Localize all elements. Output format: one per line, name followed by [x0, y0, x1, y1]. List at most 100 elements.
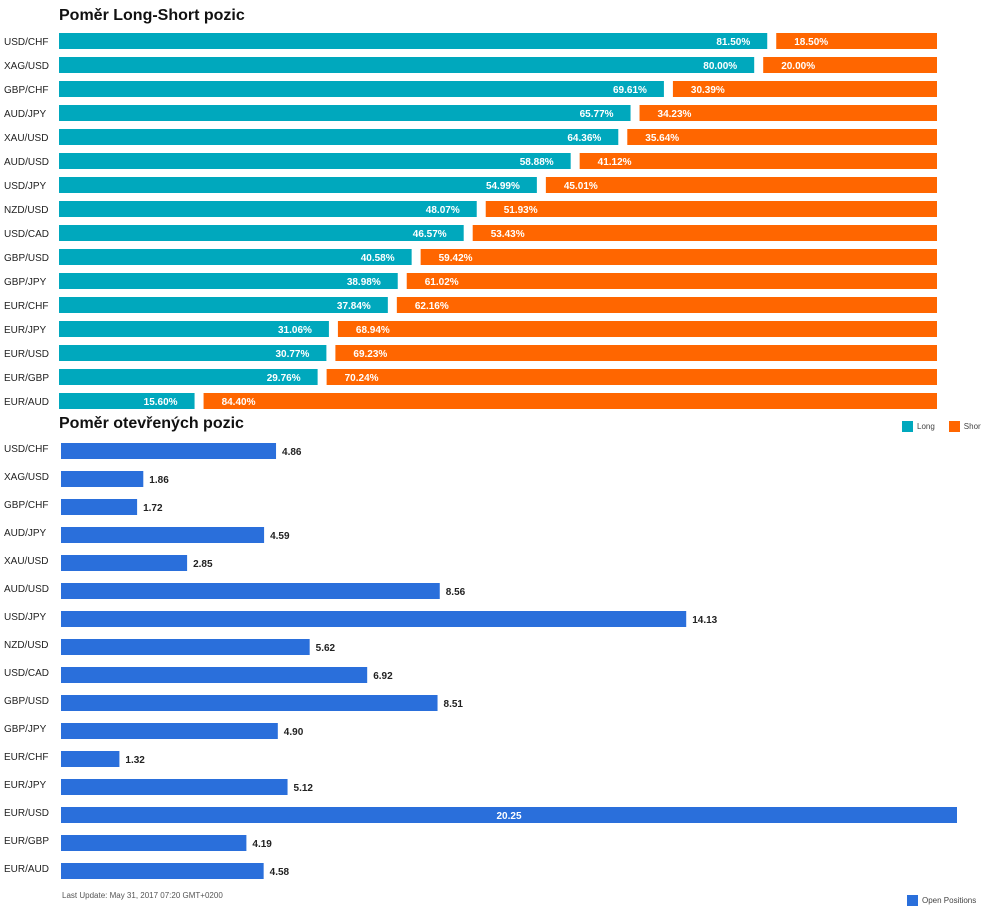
category-label-gbp-usd: GBP/USD	[4, 253, 49, 264]
short-value-aud-jpy: 34.23%	[658, 109, 692, 120]
long-value-eur-chf: 37.84%	[337, 301, 371, 312]
long-bar-usd-jpy	[59, 177, 537, 193]
long-bar-aud-jpy	[59, 105, 631, 121]
long-value-usd-cad: 46.57%	[413, 229, 447, 240]
legend-label-long: Long	[917, 422, 935, 431]
legend-label-short: Short	[963, 422, 981, 431]
open-category-label-gbp-usd: GBP/USD	[4, 696, 49, 707]
open-positions-bar-eur-usd	[61, 807, 957, 823]
category-label-aud-jpy: AUD/JPY	[4, 109, 47, 120]
short-value-gbp-chf: 30.39%	[691, 85, 725, 96]
long-bar-eur-usd	[59, 345, 327, 361]
open-category-label-usd-cad: USD/CAD	[4, 668, 49, 679]
long-value-xau-usd: 64.36%	[567, 133, 601, 144]
open-category-label-aud-jpy: AUD/JPY	[4, 528, 47, 539]
open-positions-legend: Open Positions	[907, 895, 976, 906]
long-bar-gbp-jpy	[59, 273, 398, 289]
short-bar-eur-usd	[335, 345, 937, 361]
legend-item-long: Long	[902, 421, 935, 432]
long-value-eur-jpy: 31.06%	[278, 325, 312, 336]
open-category-label-gbp-chf: GBP/CHF	[4, 500, 48, 511]
short-bar-xau-usd	[627, 129, 937, 145]
open-category-label-gbp-jpy: GBP/JPY	[4, 724, 47, 735]
category-label-nzd-usd: NZD/USD	[4, 205, 48, 216]
open-positions-bar-gbp-jpy	[61, 723, 278, 739]
open-positions-value-eur-aud: 4.58	[270, 867, 290, 878]
long-swatch	[902, 421, 913, 432]
short-value-usd-cad: 53.43%	[491, 229, 525, 240]
short-bar-aud-jpy	[639, 105, 937, 121]
category-label-usd-chf: USD/CHF	[4, 37, 48, 48]
open-positions-value-usd-chf: 4.86	[282, 447, 302, 458]
open-positions-bar-aud-jpy	[61, 527, 265, 543]
open-positions-value-xag-usd: 1.86	[149, 475, 169, 486]
open-category-label-eur-jpy: EUR/JPY	[4, 780, 47, 791]
open-positions-value-gbp-jpy: 4.90	[284, 727, 304, 738]
open-category-label-eur-usd: EUR/USD	[4, 808, 49, 819]
category-label-eur-jpy: EUR/JPY	[4, 325, 47, 336]
long-bar-usd-cad	[59, 225, 464, 241]
long-value-xag-usd: 80.00%	[703, 61, 737, 72]
short-bar-usd-jpy	[545, 177, 937, 193]
open-category-label-xau-usd: XAU/USD	[4, 556, 48, 567]
long-short-chart: USD/CHF 81.50% 18.50% XAG/USD 80.00% 20.00% GB…	[4, 33, 938, 409]
open-category-label-usd-jpy: USD/JPY	[4, 612, 47, 623]
long-bar-xau-usd	[59, 129, 619, 145]
long-bar-gbp-usd	[59, 249, 412, 265]
open-positions-value-eur-gbp: 4.19	[252, 839, 272, 850]
short-bar-nzd-usd	[485, 201, 937, 217]
open-positions-value-usd-cad: 6.92	[373, 671, 393, 682]
long-value-usd-jpy: 54.99%	[486, 181, 520, 192]
open-positions-bar-usd-chf	[61, 443, 277, 459]
open-positions-bar-xau-usd	[61, 555, 188, 571]
open-positions-swatch	[907, 895, 918, 906]
open-positions-chart-title: Poměr otevřených pozic	[59, 415, 244, 432]
long-value-aud-jpy: 65.77%	[580, 109, 614, 120]
open-positions-value-gbp-chf: 1.72	[143, 503, 163, 514]
open-category-label-aud-usd: AUD/USD	[4, 584, 49, 595]
open-category-label-eur-chf: EUR/CHF	[4, 752, 48, 763]
short-bar-gbp-usd	[420, 249, 937, 265]
legend-item-short: Short	[948, 421, 981, 432]
category-label-usd-jpy: USD/JPY	[4, 181, 47, 192]
short-bar-usd-chf	[776, 33, 937, 49]
open-positions-bar-eur-gbp	[61, 835, 247, 851]
short-value-eur-aud: 84.40%	[222, 397, 256, 408]
long-bar-xag-usd	[59, 57, 755, 73]
long-value-eur-gbp: 29.76%	[267, 373, 301, 384]
short-bar-aud-usd	[579, 153, 937, 169]
long-short-chart-title: Poměr Long-Short pozic	[59, 7, 245, 24]
short-value-eur-usd: 69.23%	[353, 349, 387, 360]
short-value-eur-jpy: 68.94%	[356, 325, 390, 336]
open-positions-bar-eur-chf	[61, 751, 120, 767]
category-label-xau-usd: XAU/USD	[4, 133, 48, 144]
category-label-eur-usd: EUR/USD	[4, 349, 49, 360]
open-positions-value-eur-jpy: 5.12	[294, 783, 314, 794]
short-bar-eur-aud	[203, 393, 938, 409]
long-value-gbp-chf: 69.61%	[613, 85, 647, 96]
open-positions-bar-eur-jpy	[61, 779, 288, 795]
long-bar-eur-gbp	[59, 369, 318, 385]
short-bar-gbp-jpy	[406, 273, 937, 289]
long-value-gbp-usd: 40.58%	[361, 253, 395, 264]
open-positions-bar-usd-cad	[61, 667, 368, 683]
short-value-gbp-usd: 59.42%	[439, 253, 473, 264]
long-bar-eur-chf	[59, 297, 388, 313]
short-swatch	[948, 421, 960, 432]
open-positions-value-eur-chf: 1.32	[125, 755, 145, 766]
category-label-gbp-chf: GBP/CHF	[4, 85, 48, 96]
short-bar-eur-jpy	[337, 321, 938, 337]
long-bar-eur-jpy	[59, 321, 329, 337]
short-value-usd-jpy: 45.01%	[564, 181, 598, 192]
open-positions-value-usd-jpy: 14.13	[692, 615, 717, 626]
short-value-usd-chf: 18.50%	[794, 37, 828, 48]
open-category-label-usd-chf: USD/CHF	[4, 444, 48, 455]
short-bar-xag-usd	[763, 57, 937, 73]
open-positions-bar-usd-jpy	[61, 611, 687, 627]
open-positions-bar-nzd-usd	[61, 639, 310, 655]
long-bar-nzd-usd	[59, 201, 477, 217]
category-label-eur-chf: EUR/CHF	[4, 301, 48, 312]
long-short-legend: Long Short	[902, 421, 981, 432]
legend-label-open-positions: Open Positions	[922, 896, 977, 905]
